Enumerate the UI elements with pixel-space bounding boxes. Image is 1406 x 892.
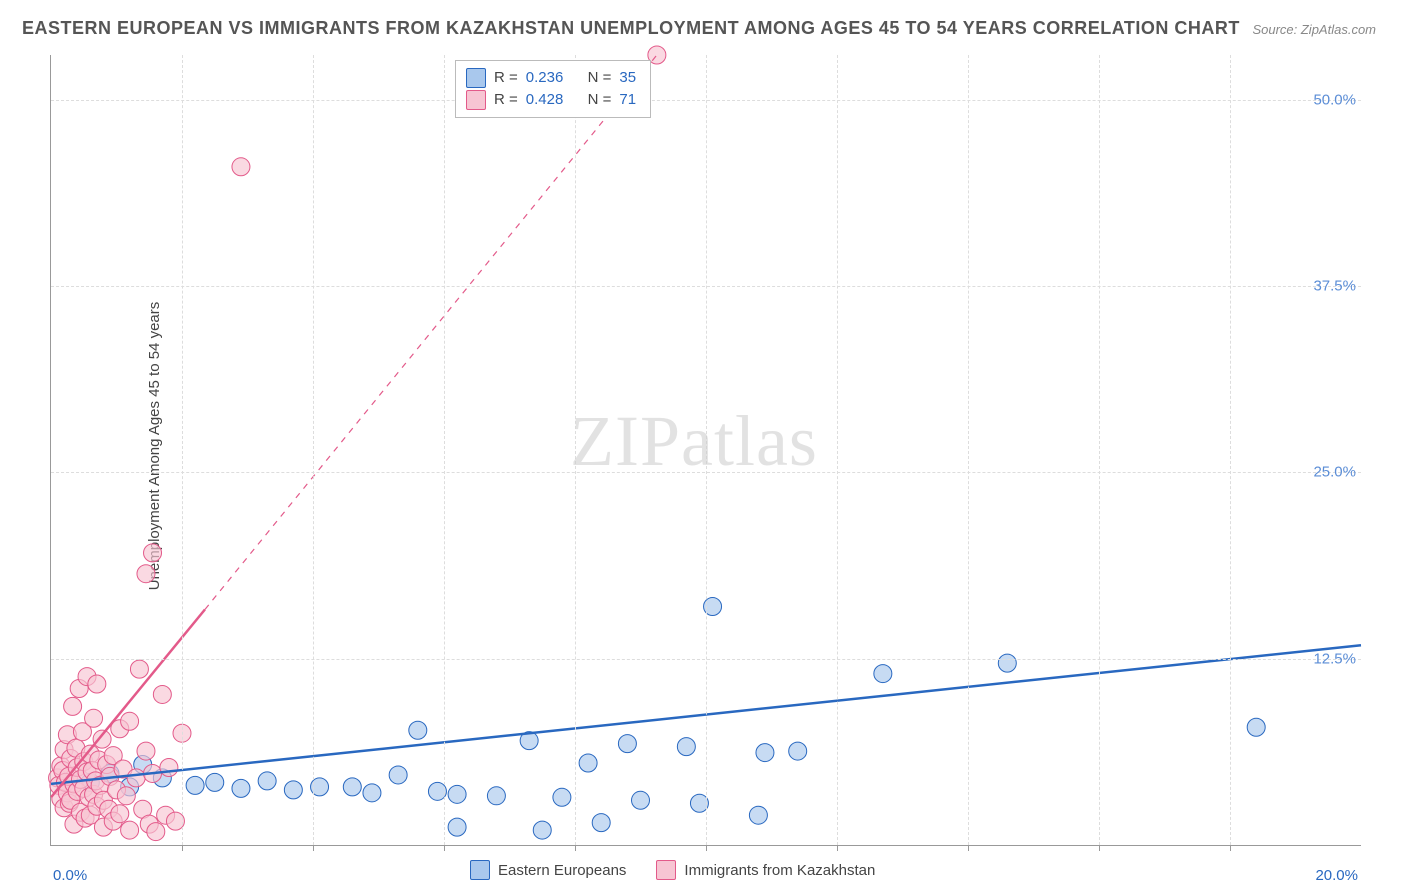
x-tick	[444, 845, 445, 851]
x-axis-max-label: 20.0%	[1315, 867, 1358, 884]
data-point	[117, 787, 135, 805]
y-tick-label: 25.0%	[1313, 464, 1356, 481]
x-tick	[706, 845, 707, 851]
swatch-pink-icon	[656, 860, 676, 880]
data-point	[137, 565, 155, 583]
legend-item-pink: Immigrants from Kazakhstan	[656, 860, 875, 880]
data-point	[232, 779, 250, 797]
blue-r-value: 0.236	[526, 67, 564, 89]
data-point	[409, 721, 427, 739]
data-point	[111, 805, 129, 823]
data-point	[553, 788, 571, 806]
pink-r-value: 0.428	[526, 89, 564, 111]
data-point	[85, 709, 103, 727]
grid-line-v	[313, 55, 314, 845]
x-tick	[182, 845, 183, 851]
data-point	[284, 781, 302, 799]
correlation-stats-box: R = 0.236 N = 35 R = 0.428 N = 71	[455, 60, 651, 118]
grid-line-v	[706, 55, 707, 845]
data-point	[632, 791, 650, 809]
data-point	[121, 712, 139, 730]
grid-line-v	[575, 55, 576, 845]
data-point	[448, 785, 466, 803]
legend-item-blue: Eastern Europeans	[470, 860, 626, 880]
data-point	[93, 730, 111, 748]
bottom-legend: Eastern Europeans Immigrants from Kazakh…	[470, 860, 875, 880]
chart-title: EASTERN EUROPEAN VS IMMIGRANTS FROM KAZA…	[22, 18, 1240, 39]
data-point	[874, 665, 892, 683]
data-point	[121, 821, 139, 839]
source-credit: Source: ZipAtlas.com	[1252, 22, 1376, 37]
data-point	[137, 742, 155, 760]
data-point	[258, 772, 276, 790]
pink-n-value: 71	[619, 89, 636, 111]
grid-line-v	[1099, 55, 1100, 845]
r-label: R =	[494, 89, 518, 111]
x-tick	[1099, 845, 1100, 851]
data-point	[147, 823, 165, 841]
data-point	[618, 735, 636, 753]
data-point	[789, 742, 807, 760]
data-point	[389, 766, 407, 784]
data-point	[153, 685, 171, 703]
data-point	[186, 776, 204, 794]
data-point	[232, 158, 250, 176]
legend-blue-label: Eastern Europeans	[498, 862, 626, 879]
grid-line-v	[837, 55, 838, 845]
x-tick	[837, 845, 838, 851]
data-point	[127, 769, 145, 787]
stats-row-blue: R = 0.236 N = 35	[466, 67, 636, 89]
data-point	[677, 738, 695, 756]
data-point	[533, 821, 551, 839]
x-tick	[313, 845, 314, 851]
x-tick	[575, 845, 576, 851]
y-tick-label: 12.5%	[1313, 650, 1356, 667]
data-point	[1247, 718, 1265, 736]
data-point	[64, 697, 82, 715]
n-label: N =	[588, 89, 612, 111]
grid-line-v	[444, 55, 445, 845]
data-point	[448, 818, 466, 836]
trend-line	[205, 55, 657, 609]
x-tick	[968, 845, 969, 851]
data-point	[756, 744, 774, 762]
y-tick-label: 37.5%	[1313, 278, 1356, 295]
data-point	[144, 544, 162, 562]
blue-n-value: 35	[619, 67, 636, 89]
y-tick-label: 50.0%	[1313, 91, 1356, 108]
data-point	[749, 806, 767, 824]
data-point	[487, 787, 505, 805]
data-point	[579, 754, 597, 772]
data-point	[592, 814, 610, 832]
stats-row-pink: R = 0.428 N = 71	[466, 89, 636, 111]
r-label: R =	[494, 67, 518, 89]
grid-line-v	[182, 55, 183, 845]
data-point	[206, 773, 224, 791]
grid-line-v	[1230, 55, 1231, 845]
data-point	[130, 660, 148, 678]
data-point	[160, 758, 178, 776]
n-label: N =	[588, 67, 612, 89]
swatch-pink-icon	[466, 90, 486, 110]
chart-plot-area	[50, 55, 1361, 846]
data-point	[88, 675, 106, 693]
grid-line-v	[968, 55, 969, 845]
data-point	[998, 654, 1016, 672]
legend-pink-label: Immigrants from Kazakhstan	[684, 862, 875, 879]
swatch-blue-icon	[470, 860, 490, 880]
data-point	[343, 778, 361, 796]
data-point	[363, 784, 381, 802]
swatch-blue-icon	[466, 68, 486, 88]
x-axis-origin-label: 0.0%	[53, 867, 87, 884]
x-tick	[1230, 845, 1231, 851]
